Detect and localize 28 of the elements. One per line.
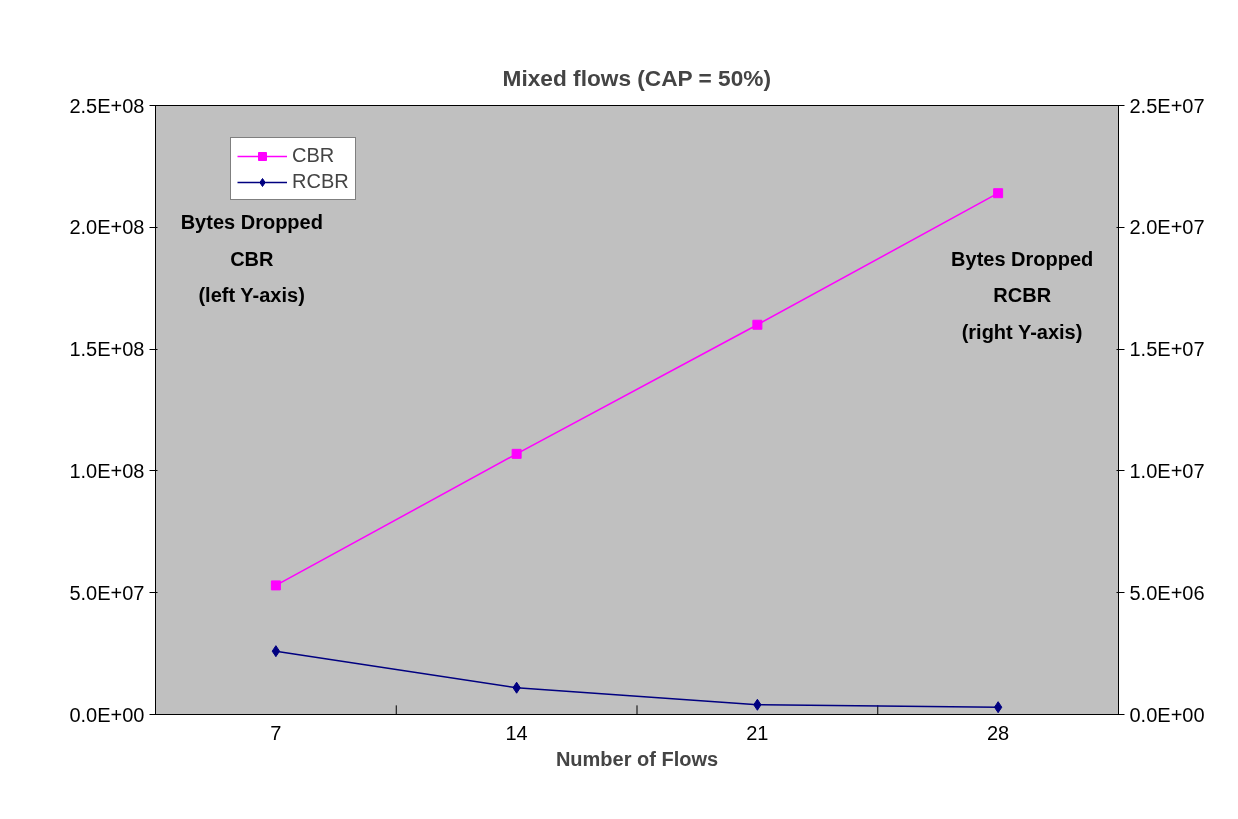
x-tick-label: 7 [270,721,282,744]
point [271,645,281,658]
point [993,188,1004,199]
y-tick-label: 1.5E+08 [69,338,145,361]
point [752,319,763,330]
chart-title: Mixed flows (CAP = 50%) [502,64,771,91]
y2-tick-label: 1.5E+07 [1129,338,1205,361]
y2-axis-title: Bytes Dropped RCBR (right Y-axis) [951,247,1094,344]
x-axis-title: Number of Flows [555,747,719,770]
x-tick-label: 21 [746,721,769,744]
point [511,448,522,459]
y2-tick-label: 2.0E+07 [1129,216,1205,239]
legend-label: RCBR [292,170,349,193]
y2-tick-label: 0.0E+00 [1129,703,1205,726]
y-tick-label: 0.0E+00 [69,703,145,726]
y2-tick-label: 1.0E+07 [1129,459,1205,482]
y-axis-title: Bytes Dropped CBR (left Y-axis) [180,211,323,307]
y2-tick-label: 5.0E+06 [1129,581,1205,604]
legend-label: CBR [292,144,335,167]
y-tick-label: 5.0E+07 [69,581,145,604]
x-tick-label: 28 [987,721,1010,744]
x-tick-label: 14 [505,721,528,744]
point [993,701,1003,714]
y-tick-label: 2.5E+08 [69,94,145,117]
point [270,580,281,591]
y2-tick-label: 2.5E+07 [1129,94,1205,117]
y-tick-label: 2.0E+08 [69,216,145,239]
y-tick-label: 1.0E+08 [69,459,145,482]
